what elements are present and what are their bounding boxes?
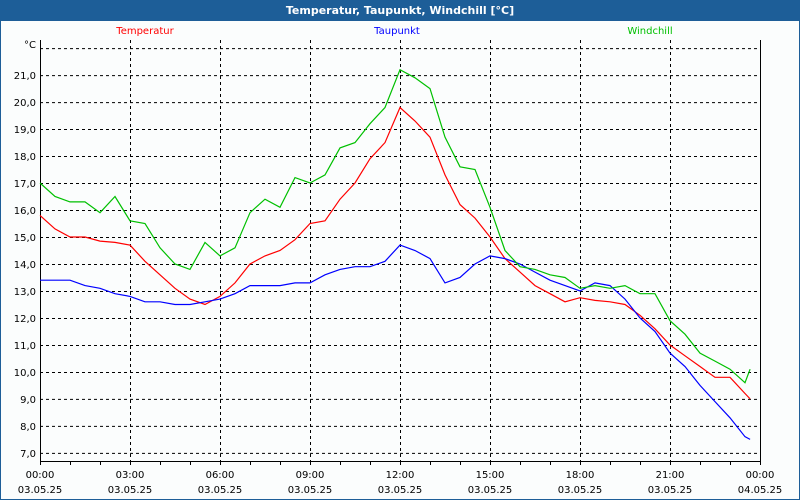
series-line-taupunkt [40,244,751,440]
x-tick-date: 03.05.25 [378,485,423,496]
y-tick-label: 17,0 [14,179,36,190]
y-tick-label: 13,0 [14,287,36,298]
legend-temperatur: Temperatur [115,26,174,37]
y-tick-label: 15,0 [14,233,36,244]
y-tick-label: 19,0 [14,125,36,136]
series-lines [39,68,751,440]
y-tick-label: 9,0 [20,395,36,406]
x-tick-time: 12:00 [386,470,415,481]
axes: 7,0 8,0 9,0 10,0 11,0 12,0 13,0 14,0 15,0 16,0 17,… [14,40,783,496]
x-tick-time: 09:00 [296,470,325,481]
legend: Temperatur Taupunkt Windchill [115,26,672,37]
x-tick-date: 03.05.25 [18,485,63,496]
x-tick-date: 03.05.25 [288,485,333,496]
x-tick-time: 00:00 [26,470,55,481]
x-tick-time: 21:00 [656,470,685,481]
x-tick-date: 03.05.25 [468,485,513,496]
y-tick-label: 20,0 [14,98,36,109]
x-tick-time: 03:00 [116,470,145,481]
window-title: Temperatur, Taupunkt, Windchill [°C] [1,1,799,21]
y-tick-label: 14,0 [14,260,36,271]
x-tick-date: 03.05.25 [648,485,693,496]
x-tick-time: 00:00 [746,470,775,481]
y-tick-label: 21,0 [14,71,36,82]
x-tick-date: 03.05.25 [558,485,603,496]
x-tick-date: 03.05.25 [108,485,153,496]
y-tick-label: 16,0 [14,206,36,217]
x-tick-date: 03.05.25 [198,485,243,496]
y-tick-label: 8,0 [20,422,36,433]
x-tick-time: 18:00 [566,470,595,481]
y-axis-unit: °C [24,40,36,51]
y-tick-label: 12,0 [14,314,36,325]
y-tick-label: 18,0 [14,152,36,163]
legend-windchill: Windchill [627,26,672,37]
grid [40,40,760,461]
x-tick-date: 04.05.25 [738,485,783,496]
y-tick-label: 7,0 [20,449,36,460]
series-line-windchill [39,68,751,384]
y-tick-label: 11,0 [14,341,36,352]
x-tick-time: 15:00 [476,470,505,481]
y-tick-label: 10,0 [14,368,36,379]
legend-taupunkt: Taupunkt [373,26,420,37]
x-tick-time: 06:00 [206,470,235,481]
series-line-temperatur [39,106,751,400]
